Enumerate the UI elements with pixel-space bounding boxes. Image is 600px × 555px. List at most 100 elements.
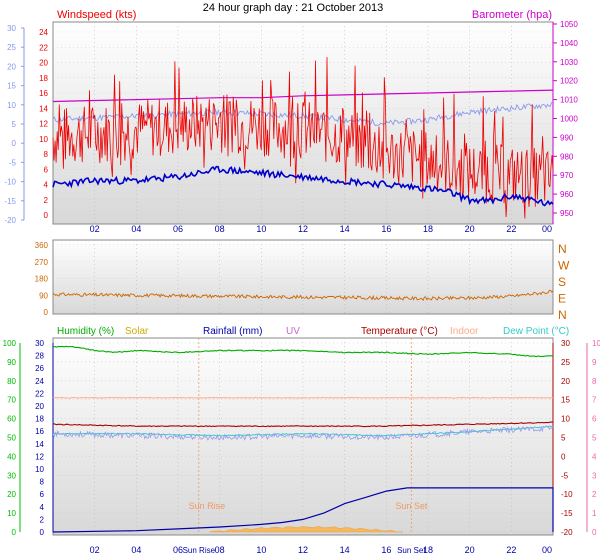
barometer-tick-label: 990: [560, 133, 574, 142]
weather-x-tick: 16: [381, 545, 391, 555]
humidity-tick-label: 60: [7, 415, 16, 424]
series-windspeed: [52, 57, 554, 219]
series-rainfall: [52, 487, 554, 533]
rainfall-tick-label: 14: [35, 440, 44, 449]
windspeed-tick-label: 20: [39, 59, 48, 68]
series-barometer: [52, 89, 554, 103]
humidity-tick-label: 100: [3, 339, 17, 348]
temperature-tick-label: 20: [561, 377, 570, 386]
temp-far-left-tick-label: 5: [12, 120, 17, 129]
wind-x-tick: 14: [340, 224, 350, 234]
weather-x-tick: 08: [215, 545, 225, 555]
wind-x-tick: 16: [381, 224, 391, 234]
rainfall-tick-label: 26: [35, 364, 44, 373]
wind-x-tick: 04: [131, 224, 141, 234]
rainfall-tick-label: 4: [40, 503, 45, 512]
barometer-tick-label: 1020: [560, 77, 578, 86]
weather-x-tick: 18: [423, 545, 433, 555]
weather-x-tick: 10: [256, 545, 266, 555]
compass-label: W: [558, 259, 570, 273]
humidity-tick-label: 40: [7, 452, 16, 461]
series-outside-temp-2: [52, 425, 554, 442]
uv-tick-label: 0: [592, 528, 597, 537]
weather-x-tick: 02: [90, 545, 100, 555]
series-temperature: [53, 421, 553, 428]
rainfall-tick-label: 22: [35, 389, 44, 398]
weather-x-tick: 04: [131, 545, 141, 555]
uv-tick-label: 7: [592, 396, 597, 405]
windspeed-tick-label: 16: [39, 89, 48, 98]
temperature-tick-label: -10: [561, 490, 573, 499]
temperature-tick-label: 5: [561, 434, 566, 443]
uv-tick-label: 4: [592, 452, 597, 461]
barometer-tick-label: 1040: [560, 39, 578, 48]
legend-indoor: Indoor: [450, 326, 479, 337]
sunrise-label: Sun Rise: [189, 501, 226, 511]
barometer-tick-label: 1010: [560, 96, 578, 105]
legend-humidity: Humidity (%): [57, 326, 114, 337]
windspeed-tick-label: 24: [39, 28, 48, 37]
direction-tick-label: 180: [35, 275, 49, 284]
temp-far-left-tick-label: 30: [7, 24, 16, 33]
temp-far-left-tick-label: 10: [7, 101, 16, 110]
sunset-label: Sun Set: [395, 501, 428, 511]
rainfall-tick-label: 8: [40, 478, 45, 487]
windspeed-tick-label: 10: [39, 135, 48, 144]
wind-left-label: Windspeed (kts): [57, 9, 136, 21]
series-humidity: [53, 345, 554, 358]
humidity-tick-label: 0: [12, 528, 17, 537]
weather-x-tick: 14: [340, 545, 350, 555]
rainfall-tick-label: 28: [35, 352, 44, 361]
humidity-tick-label: 50: [7, 434, 16, 443]
wind-x-tick: 20: [465, 224, 475, 234]
wind-x-tick: 06: [173, 224, 183, 234]
windspeed-tick-label: 2: [44, 196, 49, 205]
temp-far-left-tick-label: 0: [12, 139, 17, 148]
series-dewpoint: [52, 425, 553, 437]
series-wind-average: [52, 165, 554, 207]
humidity-tick-label: 10: [7, 509, 16, 518]
legend-solar: Solar: [125, 326, 149, 337]
uv-tick-label: 5: [592, 434, 597, 443]
windspeed-tick-label: 4: [44, 181, 49, 190]
compass-label: E: [558, 292, 566, 306]
temp-far-left-tick-label: 20: [7, 62, 16, 71]
series-wind-direction: [52, 289, 554, 302]
barometer-tick-label: 1050: [560, 20, 578, 29]
series-indoor: [52, 396, 554, 399]
windspeed-tick-label: 18: [39, 74, 48, 83]
temp-far-left-tick-label: 25: [7, 43, 16, 52]
direction-tick-label: 270: [35, 258, 49, 267]
wind-x-tick: 12: [298, 224, 308, 234]
windspeed-tick-label: 12: [39, 120, 48, 129]
uv-tick-label: 10: [592, 339, 600, 348]
barometer-tick-label: 970: [560, 171, 574, 180]
compass-label: N: [558, 308, 567, 322]
temperature-tick-label: -15: [561, 509, 573, 518]
rainfall-tick-label: 20: [35, 402, 44, 411]
temperature-tick-label: 10: [561, 415, 570, 424]
weather-x-tick: 12: [298, 545, 308, 555]
uv-tick-label: 8: [592, 377, 597, 386]
temp-far-left-tick-label: 15: [7, 82, 16, 91]
temp-far-left-tick-label: -10: [4, 178, 16, 187]
humidity-tick-label: 90: [7, 358, 16, 367]
barometer-tick-label: 980: [560, 152, 574, 161]
temp-far-left-tick-label: -15: [4, 197, 16, 206]
wind-x-tick: 02: [90, 224, 100, 234]
sunrise-time-label: Sun Rise: [183, 546, 216, 555]
barometer-tick-label: 1000: [560, 115, 578, 124]
wind-x-tick: 18: [423, 224, 433, 234]
temp-far-left-tick-label: -5: [9, 158, 17, 167]
series-outside-temp: [52, 101, 554, 127]
wind-x-tick: 10: [256, 224, 266, 234]
rainfall-tick-label: 30: [35, 339, 44, 348]
direction-tick-label: 0: [44, 308, 49, 317]
weather-x-tick: 20: [465, 545, 475, 555]
rainfall-tick-label: 6: [40, 490, 45, 499]
rainfall-tick-label: 16: [35, 427, 44, 436]
temperature-tick-label: 25: [561, 358, 570, 367]
temperature-tick-label: -20: [561, 528, 573, 537]
direction-tick-label: 360: [35, 241, 49, 250]
